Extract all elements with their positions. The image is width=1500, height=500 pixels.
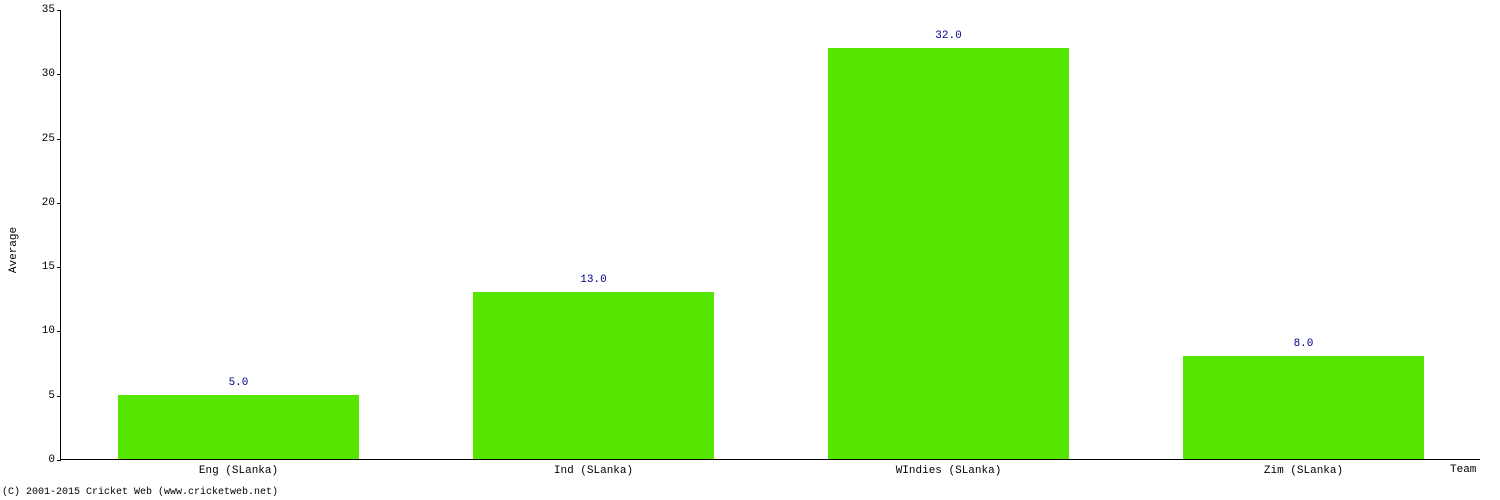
x-tick-label: WIndies (SLanka): [896, 459, 1002, 477]
bars-layer: 5.0 13.0 32.0 8.0: [61, 10, 1480, 459]
bar: 8.0: [1183, 356, 1424, 459]
y-tick-mark: [57, 267, 61, 268]
y-tick-mark: [57, 396, 61, 397]
bar-value-label: 13.0: [580, 274, 606, 292]
bar-value-label: 8.0: [1294, 338, 1314, 356]
bar: 13.0: [473, 292, 714, 459]
bar: 32.0: [828, 48, 1069, 459]
x-axis-label: Team: [1450, 464, 1476, 476]
y-tick-mark: [57, 10, 61, 11]
chart-container: Average 5.013.032.08.0 05101520253035Eng…: [0, 0, 1500, 500]
x-tick-label: Zim (SLanka): [1264, 459, 1343, 477]
y-axis-label: Average: [8, 227, 20, 273]
bar-value-label: 5.0: [229, 377, 249, 395]
copyright-text: (C) 2001-2015 Cricket Web (www.cricketwe…: [2, 487, 278, 498]
y-tick-mark: [57, 460, 61, 461]
y-tick-mark: [57, 203, 61, 204]
x-tick-label: Eng (SLanka): [199, 459, 278, 477]
bar-value-label: 32.0: [935, 30, 961, 48]
y-tick-mark: [57, 74, 61, 75]
x-tick-label: Ind (SLanka): [554, 459, 633, 477]
y-tick-mark: [57, 331, 61, 332]
y-tick-mark: [57, 139, 61, 140]
plot-area: 5.013.032.08.0 05101520253035Eng (SLanka…: [60, 10, 1480, 460]
bar: 5.0: [118, 395, 359, 459]
